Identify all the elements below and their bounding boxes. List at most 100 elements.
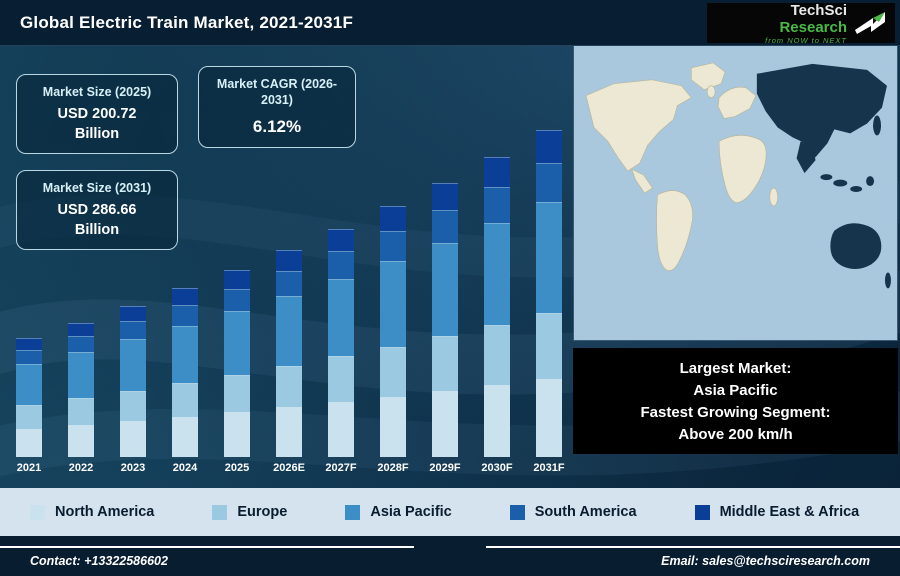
- map-asia-highlighted: [756, 63, 887, 158]
- map-north-america: [585, 79, 692, 172]
- bar-segment-europe: [276, 365, 302, 408]
- x-axis-label: 2028F: [377, 462, 409, 474]
- bar-segment-europe: [16, 404, 42, 429]
- x-axis-label: 2021: [16, 462, 42, 474]
- bar-column-2024: 2024: [164, 288, 206, 476]
- bar-segment-north-america: [380, 396, 406, 457]
- bar-segment-north-america: [328, 402, 354, 457]
- map-south-america: [656, 190, 693, 272]
- legend-item-south-america: South America: [509, 504, 637, 520]
- bar-segment-north-america: [276, 407, 302, 457]
- bar-stack: [484, 157, 510, 457]
- x-axis-label: 2031F: [533, 462, 565, 474]
- bar-segment-north-america: [224, 412, 250, 457]
- bar-segment-europe: [172, 382, 198, 417]
- bar-segment-europe: [120, 390, 146, 421]
- logo-text: TechSci Research from NOW to NEXT: [719, 2, 847, 45]
- logo-arrow-icon: [855, 12, 885, 34]
- largest-market-value: Asia Pacific: [693, 382, 778, 400]
- bar-column-2025: 2025: [216, 270, 258, 476]
- bar-column-2029f: 2029F: [424, 182, 466, 476]
- legend-label: Asia Pacific: [370, 504, 452, 520]
- legend-swatch: [694, 504, 710, 520]
- legend-item-north-america: North America: [30, 504, 154, 520]
- bar-segment-south-america: [16, 350, 42, 365]
- fastest-segment-value: Above 200 km/h: [678, 426, 793, 444]
- bar-stack: [536, 130, 562, 457]
- bar-segment-south-america: [120, 321, 146, 340]
- map-europe: [717, 86, 757, 119]
- bar-segment-middle-east-africa: [224, 270, 250, 289]
- fastest-segment-label: Fastest Growing Segment:: [640, 404, 831, 422]
- market-size-2031-value: USD 286.66: [57, 202, 137, 219]
- legend-item-asia-pacific: Asia Pacific: [345, 504, 452, 520]
- bar-column-2026e: 2026E: [268, 250, 310, 476]
- bar-stack: [172, 288, 198, 457]
- bar-segment-south-america: [276, 270, 302, 296]
- bar-segment-south-america: [172, 305, 198, 326]
- bar-segment-europe: [380, 346, 406, 397]
- logo-name-part2: Research: [779, 18, 847, 36]
- bar-segment-north-america: [68, 424, 94, 457]
- map-australia-highlighted: [830, 223, 882, 270]
- legend-swatch: [345, 504, 361, 520]
- header-bar: Global Electric Train Market, 2021-2031F…: [0, 0, 900, 46]
- bar-segment-south-america: [328, 251, 354, 279]
- market-size-2031-label: Market Size (2031): [42, 181, 152, 195]
- logo-name-part1: TechSci: [790, 1, 847, 19]
- bar-column-2028f: 2028F: [372, 205, 414, 476]
- legend-swatch: [509, 504, 525, 520]
- x-axis-label: 2022: [68, 462, 94, 474]
- bar-chart: 2021 2022 2023 2024 2025 2026E 2027F 2028F 2029F…: [8, 116, 570, 476]
- bar-segment-north-america: [484, 385, 510, 457]
- bar-segment-middle-east-africa: [536, 130, 562, 164]
- legend-label: South America: [534, 504, 637, 520]
- largest-market-label: Largest Market:: [679, 360, 792, 377]
- bar-segment-north-america: [536, 378, 562, 457]
- legend-swatch: [30, 504, 45, 520]
- x-axis-label: 2024: [172, 462, 198, 474]
- market-size-2025-value: USD 200.72: [57, 106, 137, 123]
- bar-segment-middle-east-africa: [432, 182, 458, 210]
- legend-item-middle-east-africa: Middle East & Africa: [694, 504, 859, 520]
- bar-stack: [16, 338, 42, 457]
- bar-stack: [120, 306, 146, 457]
- legend-item-europe: Europe: [212, 504, 287, 520]
- bar-segment-europe: [484, 325, 510, 386]
- bar-segment-europe: [432, 336, 458, 392]
- bar-segment-middle-east-africa: [16, 338, 42, 351]
- map-africa: [718, 135, 767, 204]
- bar-column-2027f: 2027F: [320, 228, 362, 476]
- market-size-2025-box: Market Size (2025) USD 200.72 Billion: [16, 74, 178, 155]
- bar-segment-europe: [328, 356, 354, 403]
- market-size-2025-label: Market Size (2025): [42, 85, 152, 99]
- x-axis-label: 2029F: [429, 462, 461, 474]
- footer-email: Email: sales@techsciresearch.com: [486, 546, 900, 568]
- market-cagr-label: Market CAGR (2026-2031): [216, 77, 338, 108]
- legend-swatch: [212, 504, 228, 520]
- x-axis-label: 2027F: [325, 462, 357, 474]
- techsci-logo: TechSci Research from NOW to NEXT: [707, 2, 895, 45]
- bar-stack: [380, 205, 406, 457]
- bar-segment-asia-pacific: [380, 261, 406, 347]
- bar-column-2023: 2023: [112, 306, 154, 476]
- bar-segment-asia-pacific: [68, 352, 94, 399]
- bar-segment-middle-east-africa: [276, 250, 302, 271]
- bar-stack: [276, 250, 302, 457]
- bar-segment-asia-pacific: [224, 311, 250, 375]
- bar-segment-north-america: [16, 428, 42, 457]
- bar-segment-north-america: [172, 416, 198, 457]
- bar-segment-south-america: [484, 187, 510, 224]
- page-title: Global Electric Train Market, 2021-2031F: [20, 13, 354, 32]
- x-axis-label: 2023: [120, 462, 146, 474]
- bar-segment-middle-east-africa: [120, 306, 146, 322]
- bar-segment-north-america: [432, 391, 458, 457]
- bar-segment-europe: [68, 398, 94, 425]
- bar-segment-middle-east-africa: [328, 228, 354, 252]
- bar-segment-asia-pacific: [16, 364, 42, 405]
- legend-label: Europe: [237, 504, 288, 520]
- bar-segment-europe: [224, 374, 250, 413]
- logo-tagline: from NOW to NEXT: [765, 35, 847, 45]
- world-map-panel: [573, 45, 898, 341]
